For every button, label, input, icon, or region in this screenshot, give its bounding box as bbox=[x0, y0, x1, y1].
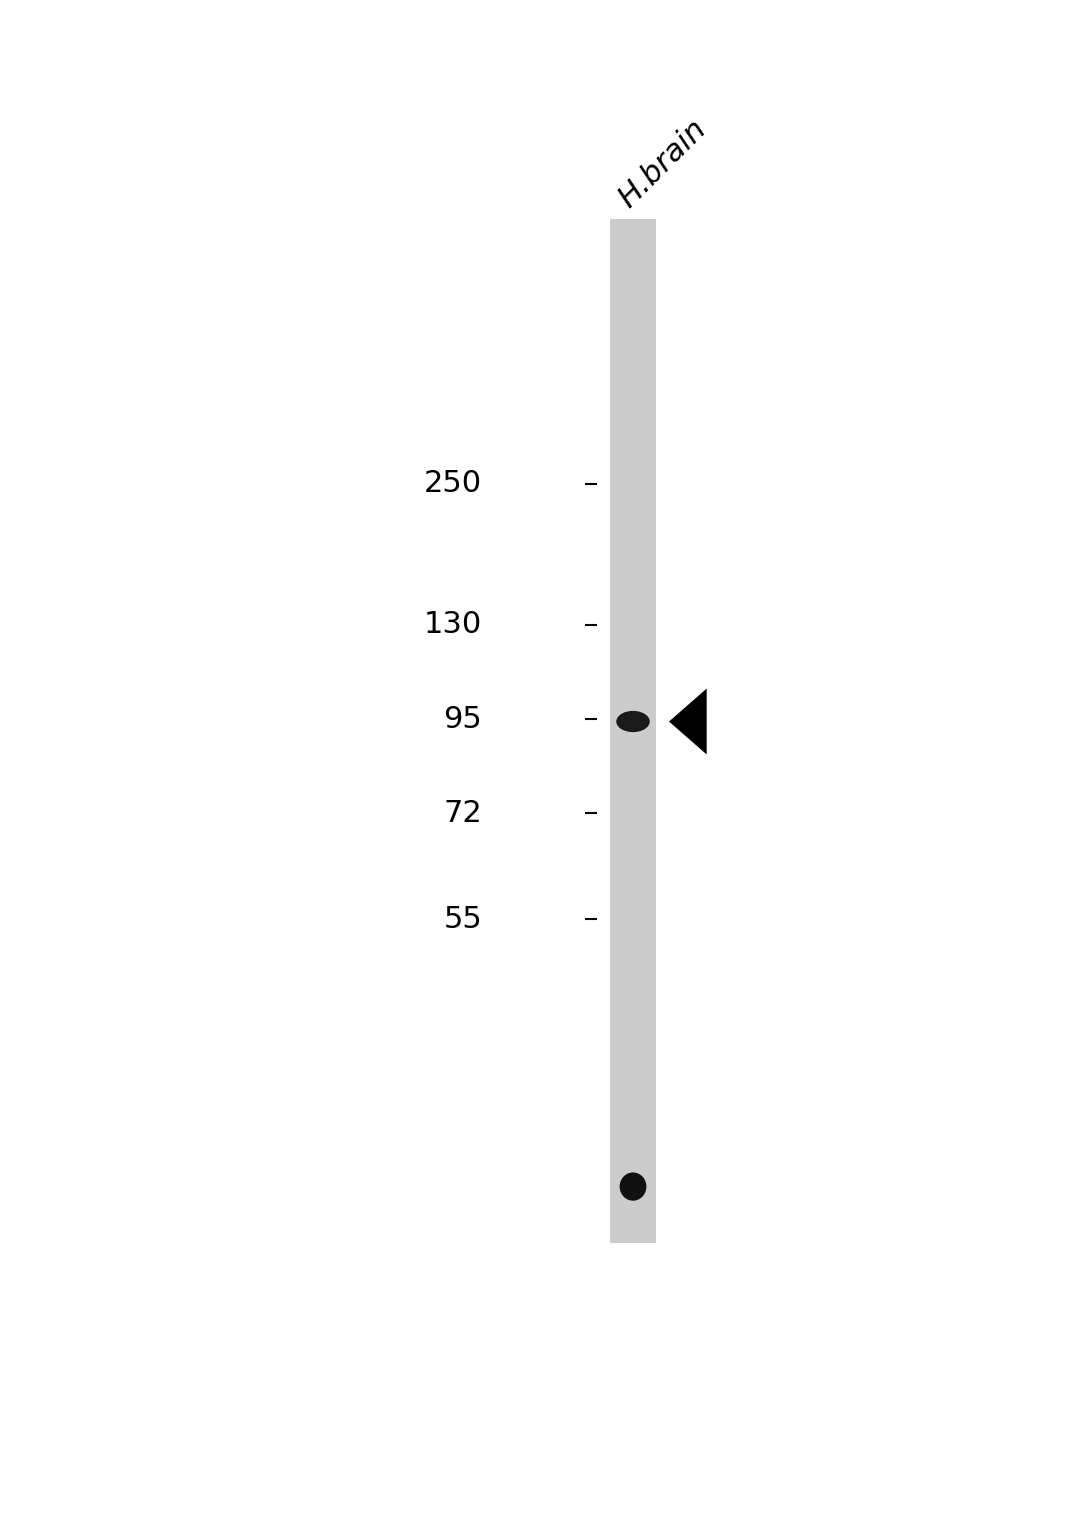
Ellipse shape bbox=[617, 711, 650, 732]
Text: 55: 55 bbox=[444, 905, 483, 934]
Text: 95: 95 bbox=[444, 705, 483, 734]
Text: 250: 250 bbox=[424, 469, 483, 498]
Bar bbox=[610, 219, 656, 1243]
Ellipse shape bbox=[620, 1173, 647, 1200]
Text: H.brain: H.brain bbox=[612, 113, 712, 213]
Text: 130: 130 bbox=[424, 610, 483, 639]
Polygon shape bbox=[669, 688, 706, 754]
Text: 72: 72 bbox=[444, 798, 483, 827]
